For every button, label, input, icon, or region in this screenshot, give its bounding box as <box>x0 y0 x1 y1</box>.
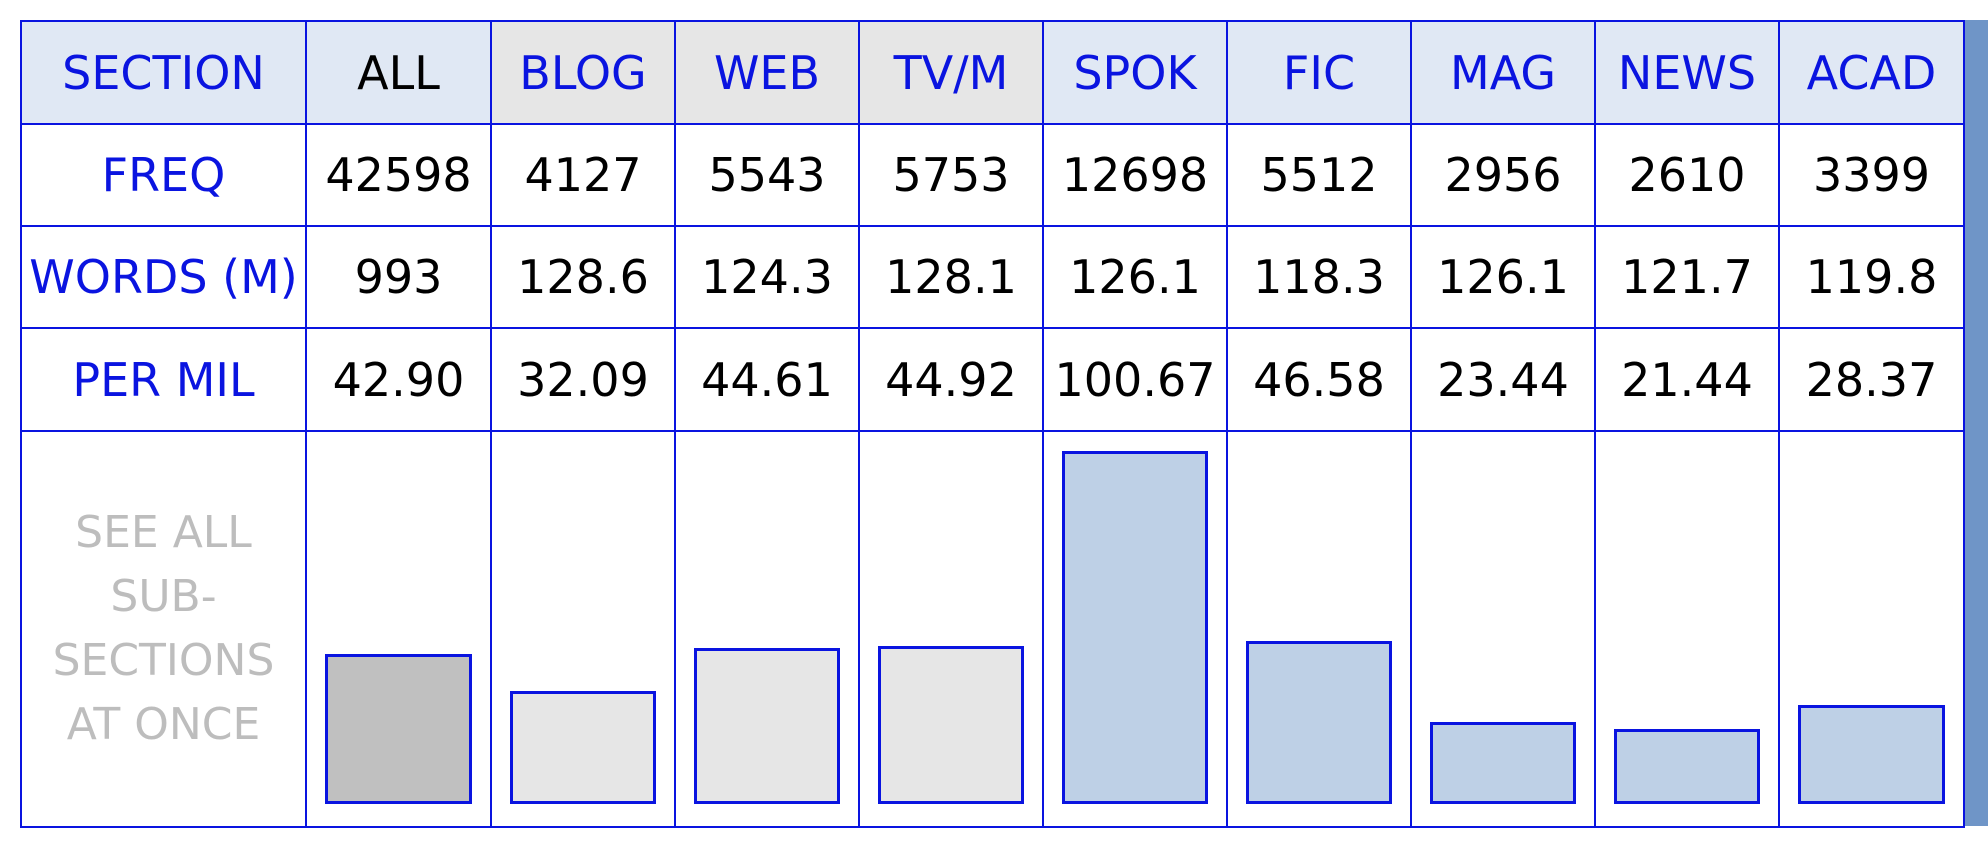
section-header-spok[interactable]: SPOK <box>1042 20 1228 125</box>
words-value: 128.1 <box>858 225 1044 329</box>
words-row-label: WORDS (M) <box>20 225 307 329</box>
bar-acad[interactable] <box>1798 705 1945 804</box>
freq-value: 2956 <box>1410 123 1596 227</box>
freq-value: 5543 <box>674 123 860 227</box>
per-mil-value: 28.37 <box>1778 327 1965 432</box>
see-all-line: SECTIONS <box>52 635 275 686</box>
words-value: 124.3 <box>674 225 860 329</box>
see-all-line: SUB- <box>110 571 217 622</box>
per-mil-value: 32.09 <box>490 327 676 432</box>
freq-row-label: FREQ <box>20 123 307 227</box>
freq-value: 2610 <box>1594 123 1780 227</box>
bar-mag[interactable] <box>1430 722 1576 804</box>
words-value: 993 <box>305 225 492 329</box>
see-all-subsections-link[interactable]: SEE ALL SUB- SECTIONS AT ONCE <box>20 430 307 828</box>
words-value: 126.1 <box>1410 225 1596 329</box>
bar-cell <box>1778 430 1965 828</box>
per-mil-value: 46.58 <box>1226 327 1412 432</box>
words-value: 119.8 <box>1778 225 1965 329</box>
bar-web[interactable] <box>694 648 840 804</box>
see-all-line: SEE ALL <box>75 507 252 558</box>
freq-value: 42598 <box>305 123 492 227</box>
section-header-all: ALL <box>305 20 492 125</box>
per-mil-value: 44.92 <box>858 327 1044 432</box>
words-value: 121.7 <box>1594 225 1780 329</box>
freq-value: 5753 <box>858 123 1044 227</box>
per-mil-value: 21.44 <box>1594 327 1780 432</box>
see-all-line: AT ONCE <box>66 699 261 750</box>
freq-value: 3399 <box>1778 123 1965 227</box>
freq-value: 12698 <box>1042 123 1228 227</box>
freq-value: 5512 <box>1226 123 1412 227</box>
words-value: 126.1 <box>1042 225 1228 329</box>
scroll-edge <box>1963 20 1988 826</box>
section-header-web[interactable]: WEB <box>674 20 860 125</box>
bar-spok[interactable] <box>1062 451 1208 804</box>
per-mil-value: 42.90 <box>305 327 492 432</box>
per-mil-value: 44.61 <box>674 327 860 432</box>
freq-value: 4127 <box>490 123 676 227</box>
bar-tv-m[interactable] <box>878 646 1024 804</box>
section-header-acad[interactable]: ACAD <box>1778 20 1965 125</box>
section-header-fic[interactable]: FIC <box>1226 20 1412 125</box>
bar-blog[interactable] <box>510 691 656 804</box>
section-header-label: SECTION <box>20 20 307 125</box>
bar-fic[interactable] <box>1246 641 1392 804</box>
section-header-blog[interactable]: BLOG <box>490 20 676 125</box>
section-header-mag[interactable]: MAG <box>1410 20 1596 125</box>
section-header-tv-m[interactable]: TV/M <box>858 20 1044 125</box>
bar-news[interactable] <box>1614 729 1760 804</box>
section-header-news[interactable]: NEWS <box>1594 20 1780 125</box>
words-value: 118.3 <box>1226 225 1412 329</box>
per-mil-value: 23.44 <box>1410 327 1596 432</box>
per-mil-row-label: PER MIL <box>20 327 307 432</box>
words-value: 128.6 <box>490 225 676 329</box>
bar-all[interactable] <box>325 654 472 804</box>
per-mil-value: 100.67 <box>1042 327 1228 432</box>
